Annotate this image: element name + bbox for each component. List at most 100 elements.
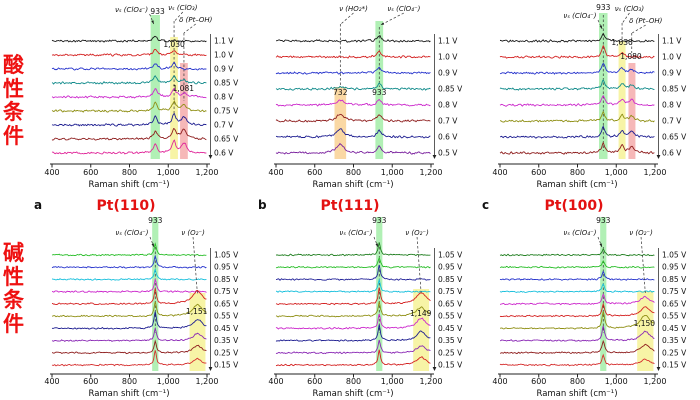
peak-label: 933 <box>150 7 165 16</box>
panels-grid: 1.1 V 1.0 V 0.9 V 0.85 V 0.8 V 0.75 V 0.7 V 0.6… <box>26 1 698 399</box>
annotation-label: ν (O₂⁻) <box>629 229 653 237</box>
spectrum-trace <box>500 339 655 355</box>
peak-label: 1,030 <box>163 40 185 49</box>
voltage-label: 0.5 V <box>438 149 458 158</box>
pointer-arrow-head-icon <box>151 243 154 247</box>
x-tick-label: 1,200 <box>644 168 667 177</box>
spectrum-trace <box>51 99 207 113</box>
spectrum-trace <box>499 79 655 91</box>
panel-letter: c <box>482 198 489 212</box>
panel-acidic-left-spectra-plot: 1.1 V 1.0 V 0.9 V 0.85 V 0.8 V 0.75 V 0.7 V 0.6… <box>44 4 239 190</box>
x-tick-label: 800 <box>570 168 585 177</box>
voltage-label: 0.35 V <box>662 336 687 345</box>
voltage-label: 0.15 V <box>438 361 463 370</box>
voltage-label: 0.75 V <box>214 287 239 296</box>
condition-label-alkaline: 碱性条件 <box>3 241 24 336</box>
spectrum-trace <box>51 350 207 367</box>
x-tick-label: 600 <box>531 377 546 386</box>
spectrum-trace <box>499 62 655 75</box>
annotation-pointer-line <box>597 236 603 248</box>
voltage-label: 0.35 V <box>438 336 463 345</box>
spectrum-trace <box>275 113 431 123</box>
peak-label: 1,081 <box>173 84 195 93</box>
spectrum-trace <box>499 270 655 281</box>
voltage-label: 0.25 V <box>438 348 463 357</box>
spectrum-trace <box>499 283 655 293</box>
annotation-pointer-line <box>373 236 379 248</box>
voltage-label: 1.1 V <box>214 37 234 46</box>
spectrum-trace <box>500 325 655 342</box>
spectrum-trace <box>499 44 655 59</box>
x-tick-label: 800 <box>570 377 585 386</box>
panel-title: Pt(110) <box>97 198 156 214</box>
panel-letter: b <box>258 198 267 212</box>
spectrum-trace <box>499 260 655 269</box>
voltage-label: 1.1 V <box>662 37 682 46</box>
spectrum-trace <box>51 35 207 43</box>
spectrum-trace <box>51 254 207 269</box>
spectrum-trace <box>51 128 207 141</box>
spectrum-trace <box>275 66 431 75</box>
spectrum-trace <box>275 34 431 43</box>
annotation-label: νₛ (ClO₄⁻) <box>563 229 596 237</box>
spectrum-trace <box>275 349 431 367</box>
annotation-pointer-line <box>149 236 155 248</box>
panel-title: Pt(111) <box>321 198 380 214</box>
voltage-label: 0.95 V <box>662 263 687 272</box>
annotation-label: ν (HO₂*) <box>339 5 368 13</box>
highlight-band <box>180 63 188 159</box>
voltage-label: 0.6 V <box>438 133 458 142</box>
voltage-label: 0.75 V <box>438 287 463 296</box>
voltage-label: 1.0 V <box>438 53 458 62</box>
annotation-pointer-line <box>622 12 630 24</box>
voltage-label: 0.85 V <box>438 85 463 94</box>
annotation-label: δ (Pt–OH) <box>179 16 212 24</box>
highlight-band <box>334 87 347 159</box>
voltage-label: 1.0 V <box>662 53 682 62</box>
voltage-label: 0.35 V <box>214 336 239 345</box>
x-tick-label: 400 <box>44 168 59 177</box>
annotation-label: ν (O₂⁻) <box>181 229 205 237</box>
highlight-band <box>189 293 206 371</box>
spectrum-trace <box>52 277 207 293</box>
spectrum-trace <box>499 302 655 318</box>
x-tick-label: 600 <box>83 377 98 386</box>
spectrum-trace <box>275 264 431 281</box>
scan-arrow-head-icon <box>432 367 437 371</box>
voltage-label: 0.7 V <box>214 121 234 130</box>
spectrum-trace <box>51 242 207 257</box>
spectrum-trace <box>51 75 207 85</box>
annotation-label: νₛ (ClO₄⁻) <box>115 6 148 14</box>
annotation-pointer-line <box>597 19 603 30</box>
annotation-label: ν (O₂⁻) <box>405 229 429 237</box>
annotation-label: νₛ (ClO₄⁻) <box>563 12 596 20</box>
condition-label-acidic: 酸性条件 <box>3 53 24 148</box>
peak-label: 933 <box>596 216 611 225</box>
x-tick-label: 600 <box>307 377 322 386</box>
voltage-label: 0.6 V <box>662 149 682 158</box>
highlight-band <box>628 63 636 159</box>
pointer-arrow-head-icon <box>380 22 385 25</box>
voltage-label: 0.95 V <box>438 263 463 272</box>
spectrum-trace <box>275 242 431 257</box>
voltage-label: 0.15 V <box>214 361 239 370</box>
annotation-pointer-line <box>174 11 184 22</box>
pointer-arrow-head-icon <box>151 20 154 24</box>
x-tick-label: 1,000 <box>381 377 404 386</box>
x-tick-label: 1,200 <box>196 168 219 177</box>
spectrum-trace <box>51 87 207 99</box>
spectrum-trace <box>499 248 655 257</box>
spectrum-trace <box>275 287 431 306</box>
scan-arrow-head-icon <box>656 155 661 159</box>
peak-label: 1,150 <box>634 319 656 328</box>
x-tick-label: 1,000 <box>605 377 628 386</box>
spectrum-trace <box>51 112 207 127</box>
x-tick-label: 800 <box>122 377 137 386</box>
spectrum-trace <box>275 98 431 107</box>
spectrum-trace <box>499 141 655 155</box>
annotation-label: νₛ (ClO₄⁻) <box>115 229 148 237</box>
voltage-label: 0.55 V <box>662 312 687 321</box>
voltage-label: 0.8 V <box>662 101 682 110</box>
voltage-label: 0.85 V <box>214 79 239 88</box>
